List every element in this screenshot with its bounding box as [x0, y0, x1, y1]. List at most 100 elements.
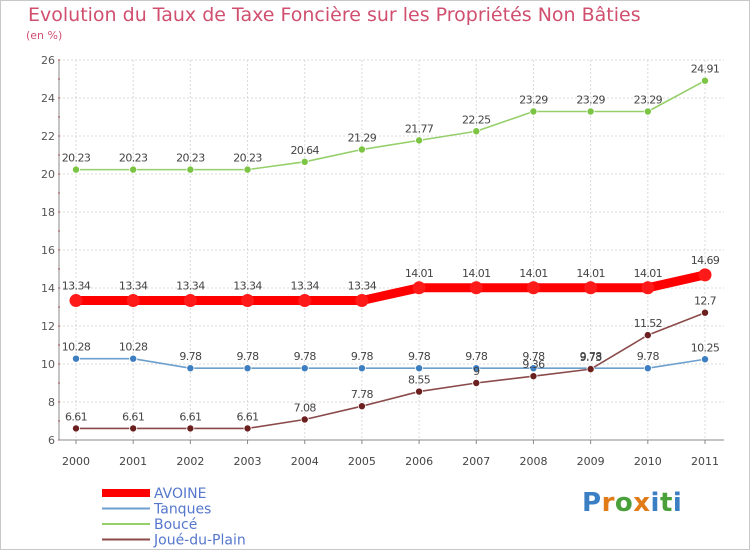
data-label: 12.7: [694, 295, 717, 308]
data-point: [415, 387, 424, 396]
data-point: [529, 372, 538, 381]
data-label: 13.34: [119, 280, 148, 293]
data-point: [415, 364, 424, 373]
proxiti-logo: Proxiti: [582, 488, 682, 518]
data-point: [357, 145, 366, 154]
data-label: 20.23: [119, 152, 148, 165]
data-label: 10.28: [62, 341, 91, 354]
data-point: [701, 76, 710, 85]
data-label: 9.73: [580, 351, 603, 364]
logo-letter: i: [650, 488, 660, 518]
data-label: 21.77: [405, 122, 434, 135]
data-point: [72, 424, 81, 433]
legend-label: Tanques: [153, 502, 211, 518]
series-avoine: [69, 268, 712, 308]
data-label: 23.29: [634, 93, 663, 106]
labels-avoine: 13.34 13.34 13.34 13.34 13.34 13.34 14.01 14.01…: [62, 254, 721, 293]
data-point: [469, 281, 483, 295]
data-point: [357, 364, 366, 373]
chart-title: Evolution du Taux de Taxe Foncière sur l…: [28, 4, 641, 26]
data-point: [72, 354, 81, 363]
x-tick-label: 2007: [462, 455, 490, 468]
data-point: [472, 378, 481, 387]
logo-letter: r: [601, 488, 615, 518]
data-point: [243, 364, 252, 373]
x-tick-label: 2004: [291, 455, 319, 468]
labels-jou-du-plain: 6.61 6.61 6.61 6.61 7.08 7.78 8.55 9 9.36 9.73 11.…: [65, 295, 717, 424]
data-point: [186, 364, 195, 373]
data-point: [243, 165, 252, 174]
data-point: [186, 165, 195, 174]
logo-letter: x: [633, 488, 651, 518]
data-point: [701, 355, 710, 364]
x-tick-label: 2010: [634, 455, 662, 468]
data-point: [415, 136, 424, 145]
labels-tanques: 10.28 10.289.78 9.78 9.78 9.78 9.78 9.78 9.78 9.…: [62, 341, 721, 364]
data-label: 9: [473, 365, 480, 378]
data-point: [241, 294, 255, 308]
legend-item: AVOINE: [102, 486, 206, 502]
data-label: 20.23: [176, 152, 205, 165]
series-line: [75, 311, 706, 430]
data-point: [243, 424, 252, 433]
data-label: 9.78: [294, 350, 317, 363]
data-label: 23.29: [519, 93, 548, 106]
logo-letter: t: [659, 488, 673, 518]
data-label: 7.08: [294, 401, 317, 414]
data-point: [129, 354, 138, 363]
data-point: [529, 107, 538, 116]
y-axis-unit: (en %): [26, 29, 63, 42]
data-point: [584, 281, 598, 295]
x-tick-label: 2002: [176, 455, 204, 468]
data-point: [529, 364, 538, 373]
data-label: 9.78: [179, 350, 202, 363]
data-point: [126, 294, 140, 308]
data-label: 20.23: [62, 152, 91, 165]
data-point: [412, 281, 426, 295]
legend-item: Joué-du-Plain: [102, 533, 246, 549]
data-label: 13.34: [233, 280, 262, 293]
data-point: [129, 424, 138, 433]
data-label: 9.78: [408, 350, 431, 363]
y-tick-label: 8: [48, 396, 55, 409]
data-label: 11.52: [634, 317, 663, 330]
data-point: [641, 281, 655, 295]
data-point: [643, 107, 652, 116]
logo-letter: i: [672, 488, 683, 518]
legend-label: AVOINE: [154, 486, 206, 502]
x-tick-label: 2000: [62, 455, 90, 468]
data-label: 6.61: [236, 410, 258, 423]
x-tick-label: 2008: [519, 455, 547, 468]
data-point: [69, 294, 83, 308]
data-label: 14.01: [519, 267, 548, 280]
data-point: [72, 165, 81, 174]
series-line: [71, 270, 710, 306]
data-label: 9.78: [580, 350, 603, 363]
data-point: [183, 294, 197, 308]
y-tick-label: 26: [41, 54, 55, 67]
x-tick-label: 2003: [234, 455, 262, 468]
data-point: [355, 294, 369, 308]
data-label: 6.61: [122, 410, 144, 423]
data-label: 13.34: [62, 280, 91, 293]
data-label: 9.78: [465, 350, 488, 363]
data-label: 7.78: [351, 388, 374, 401]
series-line: [75, 79, 706, 171]
legend-label: Joué-du-Plain: [153, 533, 246, 549]
data-point: [586, 107, 595, 116]
data-label: 13.34: [176, 280, 205, 293]
y-tick-label: 24: [41, 92, 55, 105]
data-label: 9.36: [522, 358, 545, 371]
y-tick-label: 18: [41, 206, 55, 219]
data-label: 6.61: [65, 410, 87, 423]
logo-letter: o: [614, 488, 634, 518]
x-tick-label: 2006: [405, 455, 433, 468]
y-tick-label: 6: [48, 434, 55, 447]
data-point: [701, 308, 710, 317]
data-point: [698, 268, 712, 282]
data-label: 13.34: [290, 280, 319, 293]
data-label: 24.91: [691, 63, 720, 76]
legend-label: Boucé: [154, 517, 197, 533]
data-point: [472, 127, 481, 136]
